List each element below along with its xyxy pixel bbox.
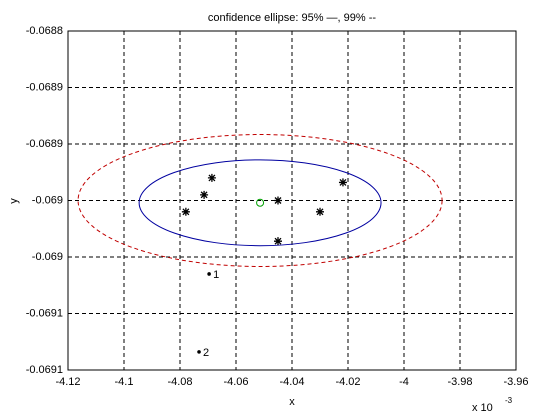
data-point xyxy=(338,178,347,187)
labeled-point xyxy=(207,272,211,276)
x-tick-label: -3.98 xyxy=(447,376,472,388)
data-point xyxy=(181,207,190,216)
data-point xyxy=(274,196,282,205)
data-point xyxy=(316,207,324,216)
x-tick-label: -4.12 xyxy=(55,376,80,388)
x-axis-label: x xyxy=(289,396,295,408)
data-point xyxy=(200,190,209,199)
labeled-point xyxy=(197,350,201,354)
x-tick-label: -4.02 xyxy=(335,376,360,388)
y-tick-label: -0.069 xyxy=(32,194,63,206)
x-multiplier: x 10 xyxy=(472,402,493,414)
point-label: 2 xyxy=(203,347,209,359)
confidence-ellipse xyxy=(138,159,382,247)
data-point xyxy=(274,237,282,246)
x-tick-label: -4.04 xyxy=(279,376,304,388)
x-tick-label: -4 xyxy=(399,376,409,388)
y-axis-label: y xyxy=(8,198,20,204)
y-tick-label: -0.0691 xyxy=(26,307,63,319)
plot-frame xyxy=(67,30,517,371)
x-tick-label: -4.1 xyxy=(115,376,134,388)
y-tick-label: -0.0689 xyxy=(26,81,63,93)
center-point xyxy=(256,198,265,207)
point-label: 1 xyxy=(213,269,219,281)
y-tick-label: -0.0689 xyxy=(26,138,63,150)
y-tick-label: -0.069 xyxy=(32,251,63,263)
x-tick-label: -3.96 xyxy=(503,376,528,388)
chart-title: confidence ellipse: 95% —, 99% -- xyxy=(208,12,376,24)
x-tick-label: -4.06 xyxy=(223,376,248,388)
confidence-ellipse xyxy=(77,134,443,267)
x-tick-label: -4.08 xyxy=(167,376,192,388)
data-point xyxy=(207,173,216,182)
y-tick-label: -0.0691 xyxy=(26,364,63,376)
y-tick-label: -0.0688 xyxy=(26,25,63,37)
x-exponent: -3 xyxy=(505,396,513,405)
